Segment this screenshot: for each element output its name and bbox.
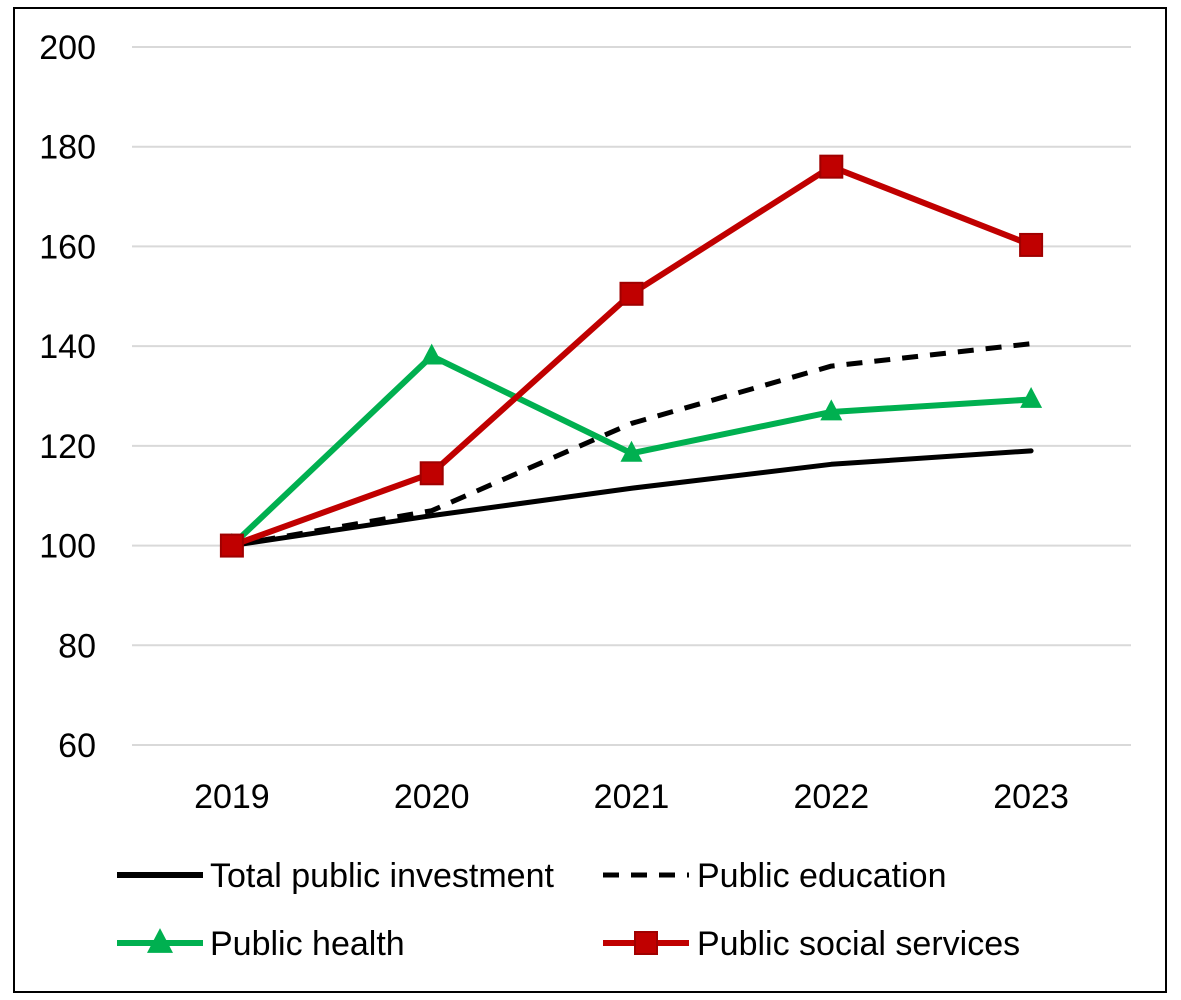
data-point-public-social-services [1019,232,1044,257]
legend-marker-public-health [147,928,173,953]
y-tick-label: 140 [39,328,96,366]
data-point-public-social-services [419,461,444,486]
legend-label-public-social-services: Public social services [697,925,1020,963]
data-point-public-health [820,399,843,421]
y-tick-label: 100 [39,528,96,566]
data-point-public-health [620,440,643,462]
x-tick-label: 2023 [993,778,1069,816]
legend-label-public-health: Public health [210,925,405,963]
x-tick-label: 2019 [194,778,270,816]
data-point-public-social-services [619,281,644,306]
legend: Total public investment Public education P… [117,857,1020,963]
y-tick-label: 60 [58,727,96,765]
x-axis-ticks: 2019 2020 2021 2022 2023 [194,778,1069,816]
series-lines [219,154,1044,558]
y-tick-label: 120 [39,428,96,466]
series-line-total-public-investment [229,448,1034,549]
y-tick-label: 160 [39,228,96,266]
legend-marker-public-social-services [634,931,658,955]
data-point-public-health [1020,386,1043,408]
y-axis-ticks: 60 80 100 120 140 160 180 200 [39,29,96,765]
x-tick-label: 2022 [793,778,869,816]
y-tick-label: 200 [39,29,96,67]
data-point-public-health [420,343,443,365]
x-tick-label: 2020 [394,778,470,816]
data-point-public-social-services [219,533,244,558]
y-tick-label: 80 [58,627,96,665]
y-tick-label: 180 [39,129,96,167]
series-line-public-education [231,341,1032,549]
x-tick-label: 2021 [594,778,670,816]
legend-label-total-public-investment: Total public investment [210,857,555,895]
gridlines [132,46,1131,746]
data-point-public-social-services [819,154,844,179]
legend-label-public-education: Public education [697,857,947,895]
chart-frame [13,7,1167,993]
